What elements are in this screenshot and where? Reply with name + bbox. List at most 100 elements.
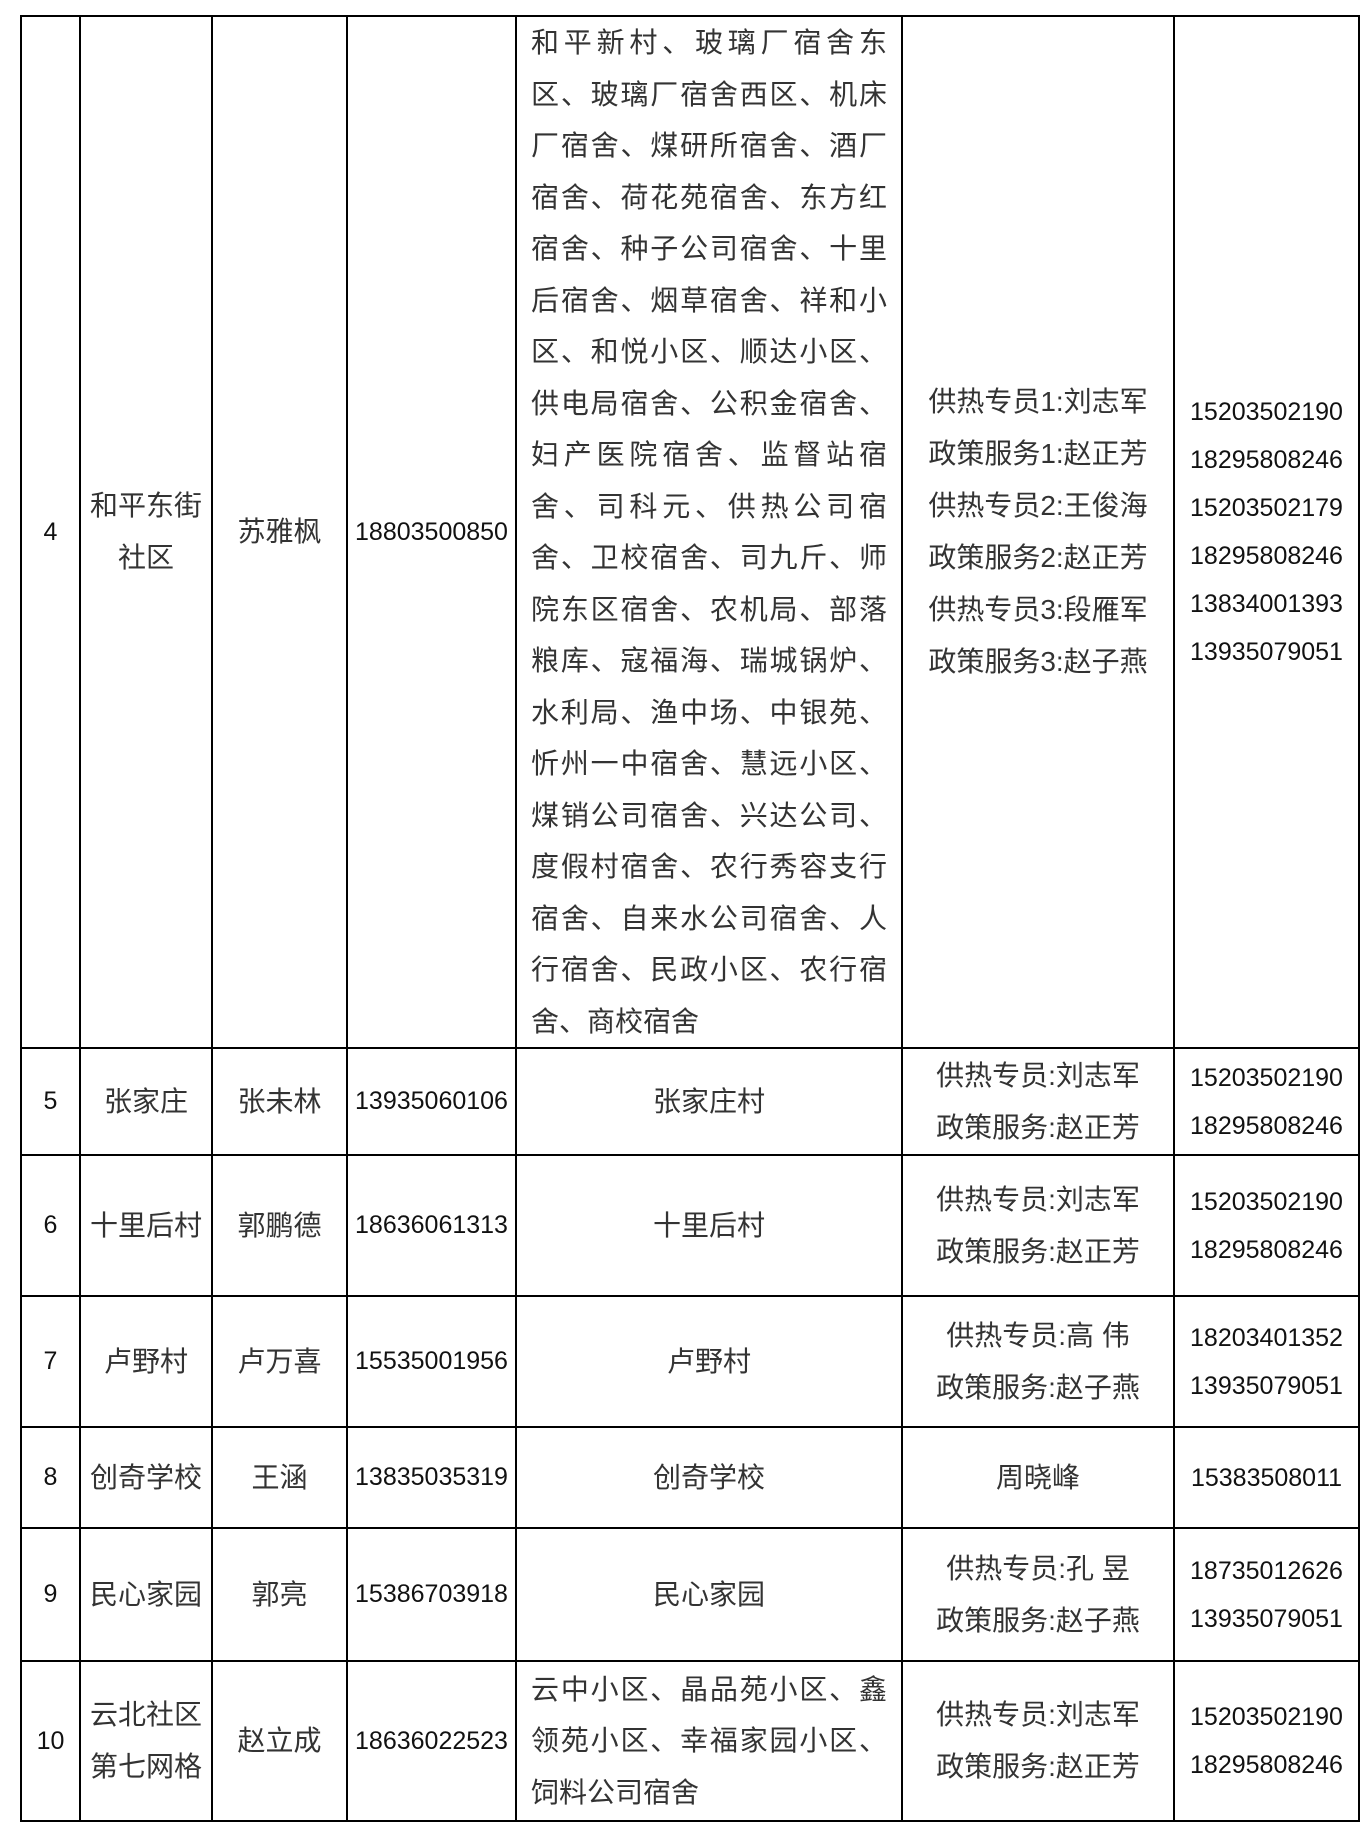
table-row: 8 创奇学校 王涵 13835035319 创奇学校 周晓峰 15383508011	[20, 1426, 1360, 1529]
phones-line: 13935079051	[1190, 638, 1343, 666]
area-line: 和平东街	[89, 490, 202, 521]
phones-line: 15203502190	[1190, 1703, 1343, 1731]
area-line: 第七网格	[89, 1751, 202, 1782]
leader-phone-cell: 18803500850	[346, 15, 517, 1049]
row-number-cell: 10	[20, 1660, 81, 1822]
phones-cell: 15203502190 18295808246	[1173, 1660, 1360, 1822]
leader-cell: 赵立成	[211, 1660, 348, 1822]
area-line: 创奇学校	[89, 1461, 202, 1493]
leader_phone-text: 13935060106	[355, 1087, 508, 1115]
leader-text: 郭亮	[251, 1578, 308, 1610]
contacts-line: 政策服务:赵子燕	[936, 1604, 1140, 1636]
contacts-line: 供热专员:刘志军	[936, 1059, 1140, 1091]
phones-line: 18295808246	[1190, 1235, 1343, 1264]
contacts-line: 供热专员1:刘志军	[928, 386, 1148, 417]
leader-cell: 郭亮	[211, 1527, 348, 1662]
leader-cell: 苏雅枫	[211, 15, 348, 1049]
phones-cell: 15203502190 18295808246 15203502179 1829580…	[1173, 15, 1360, 1049]
leader-text: 苏雅枫	[237, 516, 322, 547]
no-text: 9	[43, 1580, 58, 1608]
leader_phone-text: 18636022523	[355, 1726, 508, 1755]
no-text: 4	[43, 517, 58, 546]
area-line: 民心家园	[89, 1578, 202, 1610]
area-cell: 民心家园	[79, 1527, 213, 1662]
contacts-line: 政策服务1:赵正芳	[928, 438, 1148, 469]
phones-line: 15203502190	[1190, 1063, 1343, 1092]
contacts-line: 政策服务3:赵子燕	[928, 646, 1148, 677]
leader-phone-cell: 13935060106	[346, 1047, 517, 1156]
phones-line: 15203502190	[1190, 398, 1343, 426]
contacts-line: 周晓峰	[995, 1461, 1080, 1493]
scope-cell: 和平新村、玻璃厂宿舍东区、玻璃厂宿舍西区、机床厂宿舍、煤研所宿舍、酒厂宿舍、荷花…	[515, 15, 903, 1049]
contacts-line: 供热专员:刘志军	[936, 1183, 1140, 1215]
no-text: 7	[43, 1347, 58, 1375]
contacts-line: 供热专员:高 伟	[946, 1319, 1130, 1351]
contacts-line: 供热专员3:段雁军	[928, 594, 1148, 625]
leader-cell: 卢万喜	[211, 1295, 348, 1428]
area-cell: 创奇学校	[79, 1426, 213, 1529]
area-cell: 张家庄	[79, 1047, 213, 1156]
phones-cell: 15203502190 18295808246	[1173, 1047, 1360, 1156]
scope-text: 和平新村、玻璃厂宿舍东区、玻璃厂宿舍西区、机床厂宿舍、煤研所宿舍、酒厂宿舍、荷花…	[531, 27, 887, 1037]
leader-phone-cell: 15535001956	[346, 1295, 517, 1428]
contacts-line: 政策服务2:赵正芳	[928, 542, 1148, 573]
phones-cell: 18203401352 13935079051	[1173, 1295, 1360, 1428]
no-text: 6	[43, 1211, 58, 1239]
phones-line: 18735012626	[1190, 1556, 1343, 1585]
phones-line: 13935079051	[1190, 1371, 1343, 1400]
leader-text: 卢万喜	[237, 1345, 322, 1377]
phones-cell: 15383508011	[1173, 1426, 1360, 1529]
contacts-cell: 供热专员:刘志军 政策服务:赵正芳	[901, 1047, 1175, 1156]
leader-text: 赵立成	[237, 1725, 322, 1756]
leader-cell: 王涵	[211, 1426, 348, 1529]
phones-cell: 18735012626 13935079051	[1173, 1527, 1360, 1662]
table-row: 4 和平东街 社区 苏雅枫 18803500850 和平新村、玻璃厂宿舍东区、玻璃厂宿舍西…	[20, 15, 1360, 1049]
contacts-cell: 周晓峰	[901, 1426, 1175, 1529]
table-row: 9 民心家园 郭亮 15386703918 民心家园 供热专员:孔 昱政策服务:赵子燕 18…	[20, 1527, 1360, 1662]
contacts-cell: 供热专员:刘志军 政策服务:赵正芳	[901, 1660, 1175, 1822]
row-number-cell: 4	[20, 15, 81, 1049]
row-number-cell: 5	[20, 1047, 81, 1156]
phones-cell: 15203502190 18295808246	[1173, 1154, 1360, 1297]
contacts-cell: 供热专员1:刘志军 政策服务1:赵正芳 供热专员2:王俊海 政策服务2:赵正芳 供热专员…	[901, 15, 1175, 1049]
table-row: 10 云北社区 第七网格 赵立成 18636022523 云中小区、晶品苑小区、鑫领苑小区…	[20, 1660, 1360, 1822]
contacts-line: 政策服务:赵子燕	[936, 1371, 1140, 1403]
table-row: 5 张家庄 张未林 13935060106 张家庄村 供热专员:刘志军 政策服务:赵正芳 15…	[20, 1047, 1360, 1156]
leader-text: 张未林	[237, 1085, 322, 1117]
no-text: 10	[36, 1726, 65, 1755]
area-cell: 云北社区 第七网格	[79, 1660, 213, 1822]
leader-phone-cell: 18636022523	[346, 1660, 517, 1822]
phones-line: 15203502179	[1190, 494, 1343, 522]
contacts-line: 供热专员:孔 昱	[946, 1552, 1130, 1584]
area-line: 社区	[117, 542, 174, 573]
row-number-cell: 9	[20, 1527, 81, 1662]
leader-cell: 张未林	[211, 1047, 348, 1156]
area-line: 十里后村	[89, 1209, 202, 1241]
leader-text: 郭鹏德	[237, 1209, 322, 1241]
scope-cell: 十里后村	[515, 1154, 903, 1297]
leader-text: 王涵	[251, 1461, 308, 1493]
contacts-line: 政策服务:赵正芳	[936, 1111, 1140, 1143]
row-number-cell: 6	[20, 1154, 81, 1297]
leader-phone-cell: 15386703918	[346, 1527, 517, 1662]
scope-text: 创奇学校	[652, 1461, 765, 1493]
no-text: 8	[43, 1463, 58, 1491]
phones-line: 13935079051	[1190, 1604, 1343, 1633]
scope-text: 民心家园	[652, 1578, 765, 1610]
contacts-cell: 供热专员:高 伟政策服务:赵子燕	[901, 1295, 1175, 1428]
row-number-cell: 7	[20, 1295, 81, 1428]
area-cell: 和平东街 社区	[79, 15, 213, 1049]
scope-text: 十里后村	[652, 1209, 765, 1241]
scope-cell: 云中小区、晶品苑小区、鑫领苑小区、幸福家园小区、饲料公司宿舍	[515, 1660, 903, 1822]
contacts-line: 政策服务:赵正芳	[936, 1235, 1140, 1267]
no-text: 5	[43, 1087, 58, 1115]
leader_phone-text: 13835035319	[355, 1463, 508, 1491]
scope-cell: 卢野村	[515, 1295, 903, 1428]
contacts-cell: 供热专员:刘志军 政策服务:赵正芳	[901, 1154, 1175, 1297]
leader-phone-cell: 13835035319	[346, 1426, 517, 1529]
scope-cell: 民心家园	[515, 1527, 903, 1662]
contacts-cell: 供热专员:孔 昱政策服务:赵子燕	[901, 1527, 1175, 1662]
phones-line: 15203502190	[1190, 1187, 1343, 1216]
contacts-line: 供热专员:刘志军	[936, 1699, 1140, 1730]
contacts-line: 政策服务:赵正芳	[936, 1751, 1140, 1782]
